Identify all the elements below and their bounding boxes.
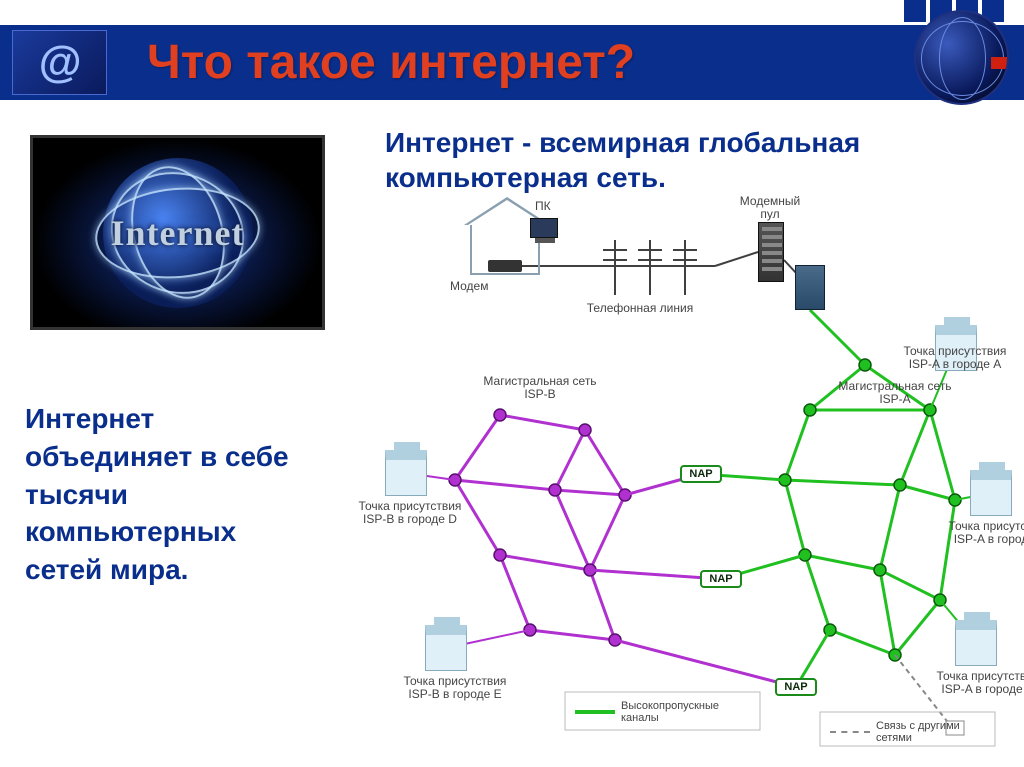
pop-box-icon <box>385 450 427 496</box>
modem-pool-rack-icon <box>758 222 784 282</box>
pop-box-icon <box>955 620 997 666</box>
pop-box-icon <box>425 625 467 671</box>
internet-image-label: Internet <box>111 212 245 254</box>
nap-box: NAP <box>700 570 742 588</box>
isp-a-backbone-label: Магистральная сеть ISP-A <box>820 380 970 406</box>
pop-label: Точка присутствия ISP-A в городе C <box>928 670 1024 696</box>
at-logo-icon: @ <box>12 30 107 95</box>
pop-label: Точка присутствия ISP-A в городе B <box>940 520 1024 546</box>
pop-box-icon <box>970 470 1012 516</box>
phone-line-label: Телефонная линия <box>570 302 710 315</box>
legend-other-label: Связь с другими сетями <box>876 720 960 744</box>
pop-label: Точка присутствия ISP-B в городе E <box>395 675 515 701</box>
body-text: Интернет объединяет в себе тысячи компью… <box>25 400 305 589</box>
globe-logo-icon <box>914 10 1009 105</box>
nap-box: NAP <box>775 678 817 696</box>
subtitle-text: Интернет - всемирная глобальная компьюте… <box>385 125 965 195</box>
network-diagram: ПК Модем Модемный пул Телефонная линия М… <box>340 200 1000 760</box>
modem-label: Модем <box>450 280 488 293</box>
pc-label: ПК <box>535 200 551 213</box>
legend-highcap-label: Высокопропускные каналы <box>621 700 719 724</box>
legend-other: Связь с другими сетями <box>830 720 960 744</box>
pc-icon <box>530 218 558 238</box>
internet-sphere-image: Internet <box>30 135 325 330</box>
isp-b-backbone-label: Магистральная сеть ISP-B <box>465 375 615 401</box>
pop-label: Точка присутствия ISP-A в городе A <box>895 345 1015 371</box>
page-title: Что такое интернет? <box>147 35 635 90</box>
isp-server-icon <box>795 265 825 310</box>
modem-icon <box>488 260 522 272</box>
header-band: @ Что такое интернет? <box>0 25 1024 100</box>
legend-highcap: Высокопропускные каналы <box>575 700 719 724</box>
modem-pool-label: Модемный пул <box>730 195 810 221</box>
pop-label: Точка присутствия ISP-B в городе D <box>350 500 470 526</box>
nap-box: NAP <box>680 465 722 483</box>
